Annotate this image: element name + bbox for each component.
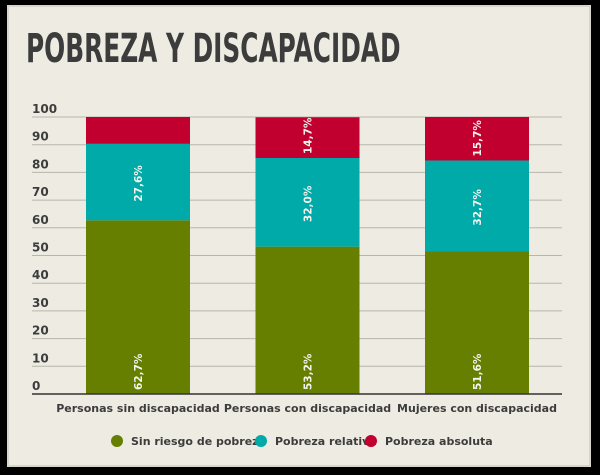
bar-segment xyxy=(255,246,360,394)
legend-label: Sin riesgo de pobreza xyxy=(131,435,266,448)
y-tick-label: 60 xyxy=(32,213,49,227)
y-tick-label: 90 xyxy=(32,130,49,144)
data-label: 62,7% xyxy=(133,353,145,390)
data-label: 15,7% xyxy=(472,120,484,157)
bar-segment xyxy=(86,117,190,144)
legend-marker xyxy=(255,435,267,447)
data-label: 32,7% xyxy=(472,189,484,226)
data-label: 51,6% xyxy=(472,353,484,390)
y-tick-label: 70 xyxy=(32,185,49,199)
bar-segment xyxy=(255,157,360,247)
data-label: 27,6% xyxy=(133,165,145,202)
bar-segment xyxy=(425,117,529,161)
legend-marker xyxy=(111,435,123,447)
bar-segment xyxy=(425,160,529,252)
y-tick-label: 30 xyxy=(32,296,49,310)
legend-marker xyxy=(365,435,377,447)
chart-title: POBREZA Y DISCAPACIDAD xyxy=(26,26,401,72)
x-category-label: Mujeres con discapacidad xyxy=(397,402,557,415)
data-label: 53,2% xyxy=(303,353,315,390)
x-category-label: Personas con discapacidad xyxy=(224,402,391,415)
y-tick-label: 10 xyxy=(32,351,49,365)
y-tick-label: 40 xyxy=(32,268,49,282)
legend-label: Pobreza absoluta xyxy=(385,435,493,448)
bar-segment xyxy=(86,220,190,394)
y-tick-label: 80 xyxy=(32,157,49,171)
y-tick-label: 100 xyxy=(32,102,57,116)
bar-segment xyxy=(86,143,190,221)
legend-label: Pobreza relativa xyxy=(275,435,377,448)
x-category-label: Personas sin discapacidad xyxy=(56,402,220,415)
y-tick-label: 20 xyxy=(32,324,49,338)
bar-segment xyxy=(425,251,529,394)
data-label: 14,7% xyxy=(303,117,315,154)
data-label: 32,0% xyxy=(303,185,315,222)
y-tick-label: 50 xyxy=(32,241,49,255)
y-tick-label: 0 xyxy=(32,379,40,393)
bar-segment xyxy=(255,117,360,158)
